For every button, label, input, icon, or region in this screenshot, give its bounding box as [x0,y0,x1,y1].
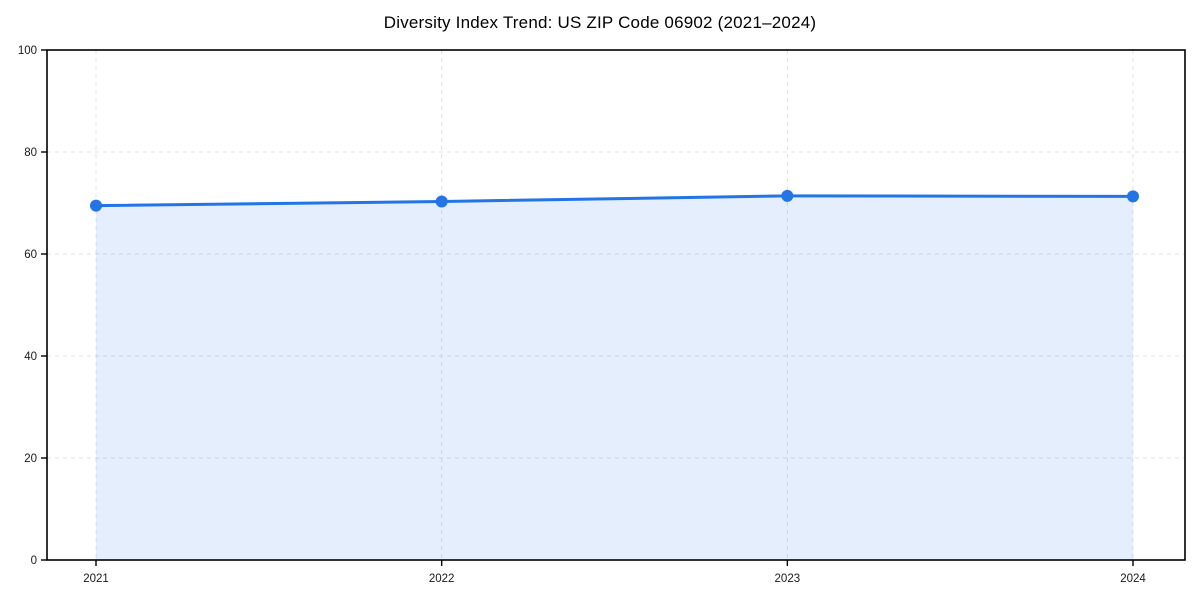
x-tick-label: 2024 [1120,573,1146,585]
plot-area-background [47,50,1185,560]
y-tick-label: 80 [24,147,37,159]
data-point-marker [435,195,448,208]
y-tick-label: 20 [24,453,37,465]
x-tick-label: 2021 [83,573,109,585]
y-tick-label: 0 [31,555,37,567]
y-tick-label: 60 [24,249,37,261]
y-tick-label: 40 [24,351,37,363]
data-point-marker [781,189,794,202]
data-point-marker [1127,190,1139,203]
trend-line [94,194,1135,208]
plot-border [46,49,1186,561]
data-point-marker [90,199,102,212]
chart-title: Diversity Index Trend: US ZIP Code 06902… [383,13,817,32]
area-fill [96,195,1133,560]
x-tick-label: 2022 [429,573,455,585]
x-tick-label: 2023 [775,573,801,585]
y-tick-label: 100 [18,45,37,57]
